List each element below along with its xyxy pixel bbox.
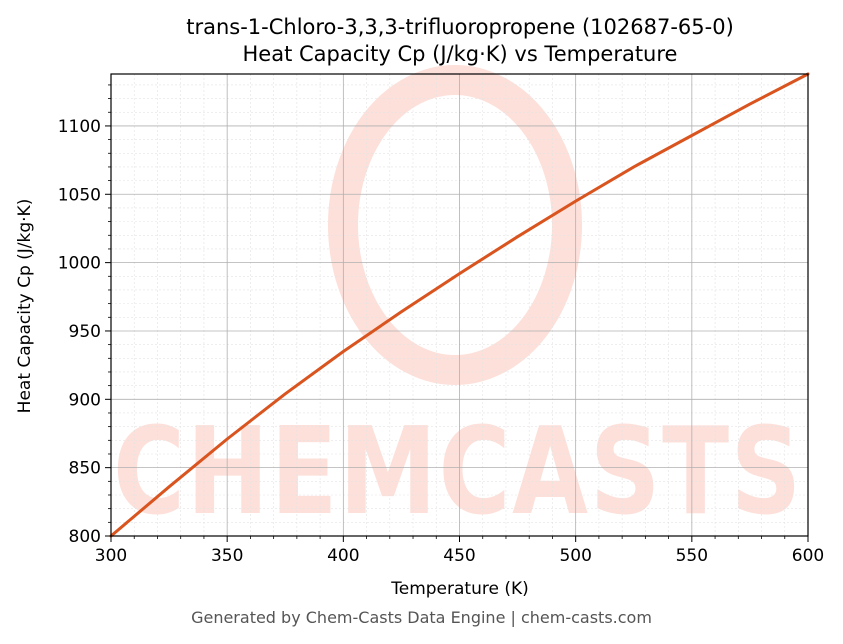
y-tick-label: 950 [69,322,101,342]
watermark: CHEMCASTS [113,65,803,542]
chart-subtitle: Heat Capacity Cp (J/kg·K) vs Temperature [243,42,678,66]
y-tick-label: 1050 [58,185,101,205]
watermark-text: CHEMCASTS [113,403,803,542]
y-tick-label: 900 [69,390,101,410]
chart-title: trans-1-Chloro-3,3,3-trifluoropropene (1… [186,15,734,39]
footer-credit: Generated by Chem-Casts Data Engine | ch… [191,608,652,627]
x-axis-label: Temperature (K) [390,579,529,599]
x-tick-label: 300 [95,546,127,566]
x-tick-label: 600 [792,546,824,566]
x-tick-label: 500 [559,546,591,566]
y-tick-label: 850 [69,459,101,479]
x-tick-label: 550 [676,546,708,566]
y-tick-label: 800 [69,527,101,547]
series-layer [109,72,810,538]
y-tick-label: 1000 [58,254,101,274]
series-line [109,72,810,538]
y-tick-label: 1100 [58,117,101,137]
watermark-ring [328,65,582,385]
axis-ticks: 300 350 400 450 500 550 600 800 850 900 950 1000 105… [58,84,824,566]
x-tick-label: 450 [443,546,475,566]
y-axis-label: Heat Capacity Cp (J/kg·K) [15,199,35,414]
x-tick-label: 400 [327,546,359,566]
x-tick-label: 350 [211,546,243,566]
